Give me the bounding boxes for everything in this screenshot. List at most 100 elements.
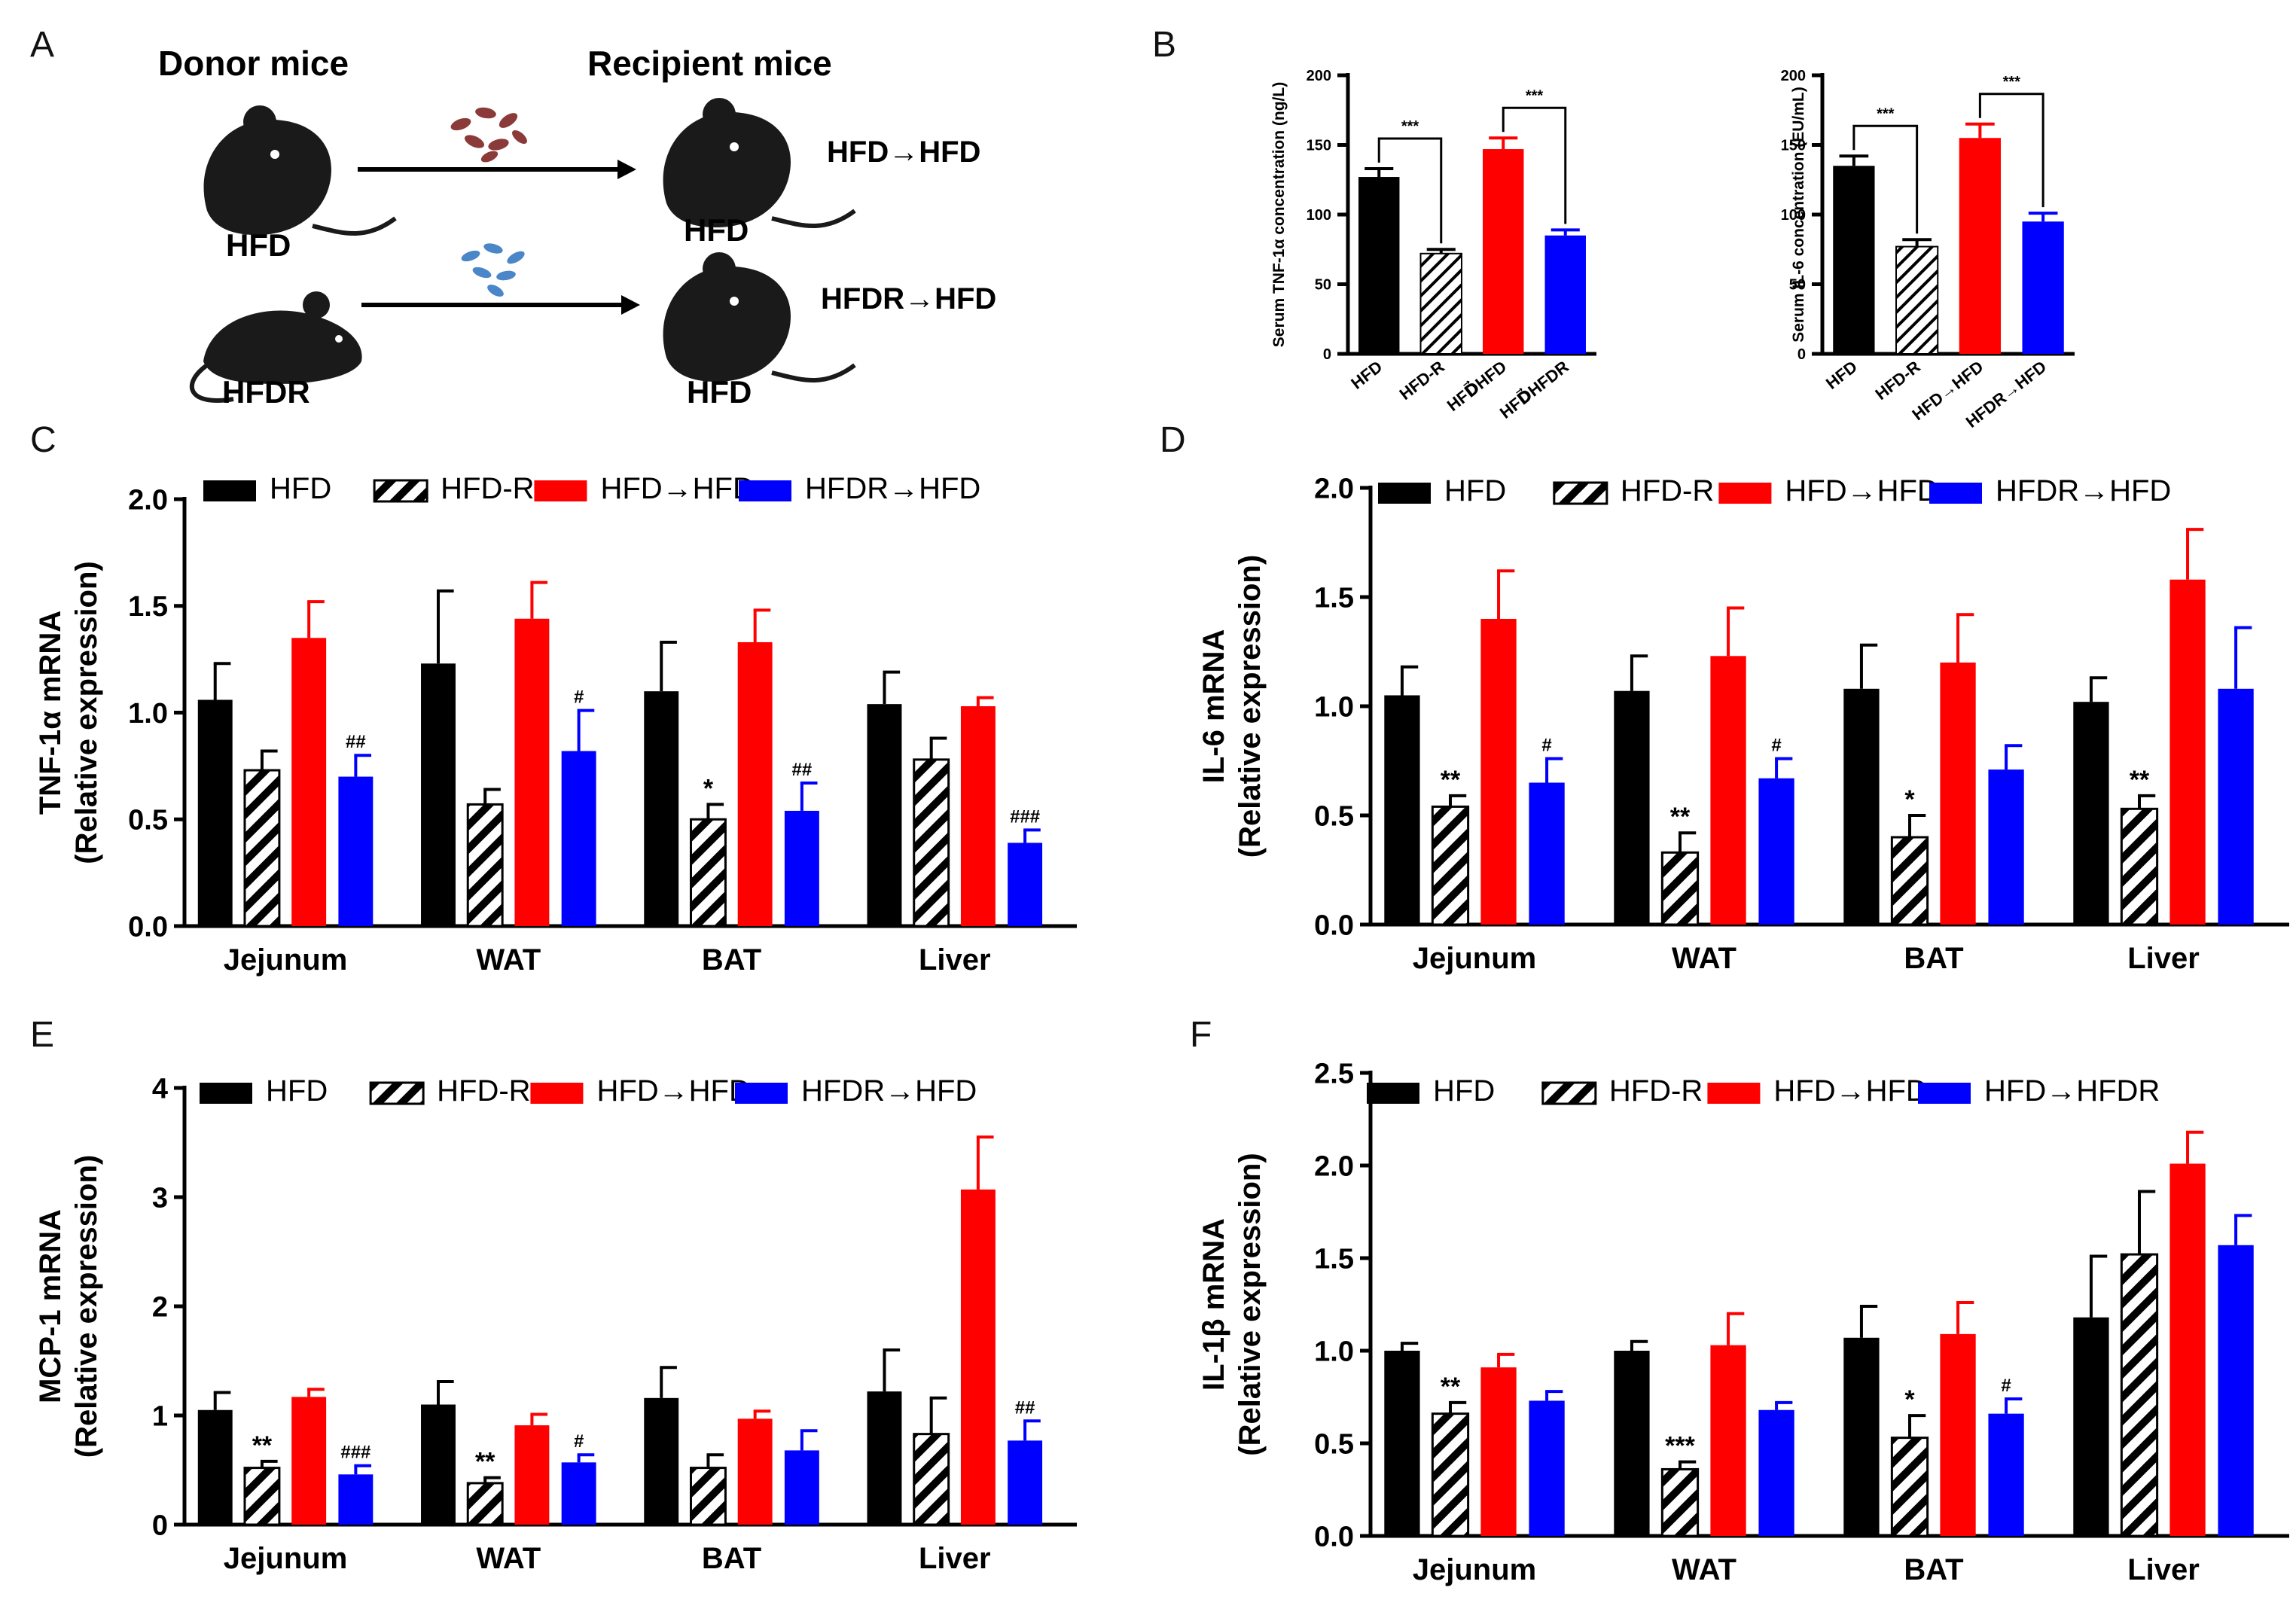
bar [737,641,773,926]
bar [466,803,504,928]
x-category-label: HFD [1822,357,1861,393]
y-tick-label: 2.5 [1314,1058,1354,1089]
significance-label: *** [1526,87,1544,104]
bar [1544,235,1586,354]
y-tick-label: 0 [1323,346,1331,363]
bar [644,691,679,926]
bar [1529,1400,1565,1536]
significance-bracket [1978,93,2044,208]
significance-mark: # [574,687,584,708]
recipient-mice-title: Recipient mice [587,44,832,83]
arrowhead-icon [621,295,640,315]
x-category-label: BAT [1904,942,1963,975]
bar [1384,695,1420,925]
x-category-label: HFD⃗HFDR [1496,356,1572,422]
legend-label: HFDR→HFD [805,472,980,505]
mouse-icon [203,105,397,236]
chart-c-tnf-mrna: C 0.0 0.5 1.0 1.5 2.0 ## Jejunum # WAT * ## BAT ### Li… [30,420,1077,977]
bar [867,1391,902,1525]
mouse-icon [190,291,362,403]
legend-label: HFD→HFD [600,472,754,505]
y-axis-label: (Relative expression) [1233,555,1267,858]
y-tick-label: 1.0 [1314,1336,1354,1367]
bar [1614,690,1650,925]
bar [1758,778,1794,925]
y-tick-label: 0.5 [128,805,168,836]
legend-swatch [1707,1083,1761,1104]
bar [1660,851,1700,926]
donor-hfd-label: HFD [226,227,291,263]
bar [1988,1413,2024,1536]
group-hfdr-hfd-label: HFDR→HFD [821,282,996,315]
legend-swatch [1918,1083,1971,1104]
bar [867,704,902,926]
bar [737,1418,773,1525]
bar [1959,138,2002,354]
x-category-label: Jejunum [224,943,347,977]
x-category-label: Liver [919,1542,991,1575]
significance-label: *** [2003,74,2021,90]
y-tick-label: 0.5 [1314,1428,1354,1460]
bar [1431,805,1470,926]
recipient-hfd-label-2: HFD [687,374,752,410]
y-tick-label: 2 [152,1291,168,1323]
x-category-label: Jejunum [1413,942,1536,975]
legend-swatch [1378,483,1431,504]
donor-mice-title: Donor mice [158,44,349,83]
y-axis-label: MCP-1 mRNA [34,1209,67,1403]
mouse-icon [663,98,856,228]
bar [1890,836,1929,926]
significance-bracket [1502,106,1567,224]
panel-a: A Donor mice Recipient mice HFD HFDR [30,25,996,410]
y-tick-label: 0 [1797,346,1806,363]
y-axis-label: (Relative expression) [1233,1153,1267,1455]
significance-mark: ** [1670,803,1691,831]
y-tick-label: 4 [152,1073,168,1105]
significance-mark: # [2001,1376,2011,1396]
legend-swatch [1367,1083,1419,1104]
legend-label: HFD [1433,1074,1495,1108]
y-tick-label: 3 [152,1182,168,1214]
significance-mark: # [1541,736,1551,756]
y-tick-label: 0.0 [1314,910,1354,941]
donor-hfdr-label: HFDR [222,374,310,410]
y-tick-label: 1.5 [1314,1243,1354,1275]
significance-mark: ## [1015,1397,1035,1418]
bar [2169,1163,2206,1536]
bar [514,1425,550,1525]
panel-letter-e: E [30,1015,54,1055]
x-category-label: WAT [1672,942,1736,975]
y-tick-label: 200 [1781,68,1806,84]
bar [466,1482,504,1526]
y-axis-label: Serum TNF-1α concentration (ng/L) [1270,82,1288,347]
bar [1890,1437,1929,1537]
panel-letter-d: D [1160,420,1186,460]
bar [2073,1317,2109,1536]
bar [1843,688,1880,925]
y-tick-label: 150 [1781,138,1806,154]
bar [1660,1467,1700,1537]
y-tick-label: 2.0 [128,484,168,516]
y-tick-label: 1.5 [1314,582,1354,614]
x-category-label: Jejunum [1413,1553,1536,1586]
bar [2120,1253,2159,1537]
panel-letter-b: B [1152,25,1176,65]
y-tick-label: 1.0 [1314,691,1354,723]
legend-swatch [1553,481,1608,505]
legend-swatch [1718,483,1772,504]
bar [561,751,596,926]
bar [960,1189,996,1525]
significance-label: *** [1877,105,1895,122]
significance-mark: ** [252,1431,273,1460]
significance-mark: # [574,1431,584,1452]
y-axis-label: Serum IL-6 concentration (EU/mL) [1790,87,1807,343]
legend-label: HFDR→HFD [801,1074,977,1108]
bar [1008,1440,1043,1525]
legend-label: HFD→HFD [1785,474,1938,507]
recipient-hfd-label-1: HFD [684,212,749,248]
y-axis-label: (Relative expression) [70,561,103,864]
significance-mark: ** [2130,766,2150,794]
bar [338,776,374,926]
